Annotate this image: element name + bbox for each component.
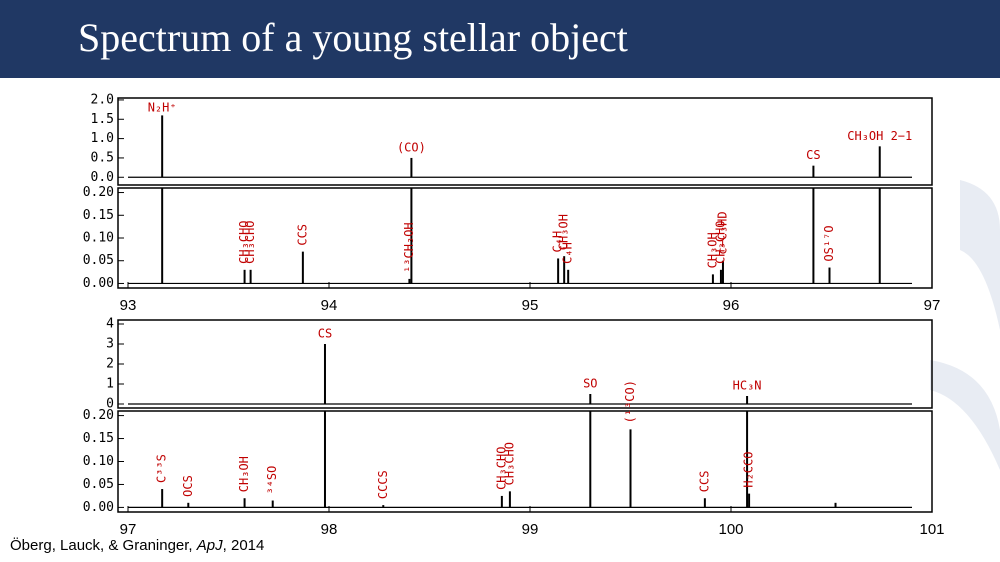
y-tick-label: 2 xyxy=(106,357,114,372)
slide-title: Spectrum of a young stellar object xyxy=(78,15,628,60)
line-label: CH₃OH xyxy=(237,456,251,492)
line-label: CCS xyxy=(697,471,711,493)
y-tick-label: 0.0 xyxy=(91,170,114,185)
line-label: (¹³CO) xyxy=(623,380,637,423)
y-tick-label: 0.10 xyxy=(83,231,114,246)
spectrum xyxy=(128,115,912,178)
line-label: (CO) xyxy=(397,140,426,154)
spectrum xyxy=(128,344,912,405)
line-label: C³³S xyxy=(155,454,169,483)
line-label: CH₃OH xyxy=(705,232,719,268)
y-tick-label: 0.20 xyxy=(83,408,114,423)
line-label: HC₃N xyxy=(733,379,762,393)
line-label: N₂H⁺ xyxy=(148,101,177,115)
x-tick-label: 100 xyxy=(718,521,743,538)
spectrum xyxy=(128,188,912,285)
line-label: CH₃CHO xyxy=(243,220,257,263)
x-tick-label: 101 xyxy=(919,521,944,538)
line-label: CH₃CHO xyxy=(502,442,516,485)
y-tick-label: 2.0 xyxy=(91,92,114,107)
x-tick-label: 97 xyxy=(120,521,137,538)
line-label: c−C₃HD xyxy=(715,211,729,254)
line-label: OS¹⁷O xyxy=(822,225,836,261)
line-label: CS xyxy=(318,327,332,341)
panel-frame xyxy=(117,97,933,186)
x-tick-label: 97 xyxy=(924,297,941,314)
spectrum xyxy=(128,411,912,509)
line-label: C₄H xyxy=(561,242,575,264)
line-label: CH₃CHO xyxy=(713,220,727,263)
y-tick-label: 1.0 xyxy=(91,131,114,146)
y-tick-label: 0.5 xyxy=(91,150,114,165)
line-label: C₄H xyxy=(551,231,565,253)
panel-frame xyxy=(117,319,933,409)
line-label: H₂CCO xyxy=(742,452,756,488)
line-label: SO xyxy=(583,377,597,391)
line-label: CH₃CHO xyxy=(494,447,508,490)
y-tick-label: 0 xyxy=(106,397,114,412)
credit: Öberg, Lauck, & Graninger, ApJ, 2014 xyxy=(10,537,264,554)
line-label: CCS xyxy=(295,224,309,246)
y-tick-label: 0.05 xyxy=(83,477,114,492)
x-tick-label: 95 xyxy=(522,297,539,314)
y-tick-label: 1.5 xyxy=(91,112,114,127)
y-tick-label: 0.10 xyxy=(83,454,114,469)
x-tick-label: 98 xyxy=(321,521,338,538)
x-tick-label: 93 xyxy=(120,297,137,314)
credit-text: Öberg, Lauck, & Graninger, xyxy=(10,537,197,554)
line-label: CH₃OH 2−1 xyxy=(847,129,912,143)
x-tick-label: 96 xyxy=(723,297,740,314)
header-bar: Spectrum of a young stellar object xyxy=(0,0,1000,78)
line-label: CCCS xyxy=(376,470,390,499)
line-label: ¹³CH₃OH xyxy=(402,222,416,273)
line-label: OCS xyxy=(181,475,195,497)
credit-text: , 2014 xyxy=(222,537,265,554)
logo-decor xyxy=(930,360,1000,470)
x-tick-label: 94 xyxy=(321,297,338,314)
y-tick-label: 0.00 xyxy=(83,500,114,515)
line-label: CH₃CHO xyxy=(237,220,251,263)
line-label: CS xyxy=(806,148,820,162)
logo-decor xyxy=(960,180,1000,330)
x-tick-label: 99 xyxy=(522,521,539,538)
y-tick-label: 0.00 xyxy=(83,276,114,291)
y-tick-label: 3 xyxy=(106,337,114,352)
y-tick-label: 0.20 xyxy=(83,185,114,200)
line-label: CH₃OH xyxy=(557,214,571,250)
y-tick-label: 1 xyxy=(106,377,114,392)
y-tick-label: 4 xyxy=(106,317,114,332)
credit-journal: ApJ xyxy=(196,537,223,554)
y-tick-label: 0.15 xyxy=(83,431,114,446)
y-tick-label: 0.15 xyxy=(83,208,114,223)
line-label: ³⁴SO xyxy=(265,466,279,495)
y-tick-label: 0.05 xyxy=(83,253,114,268)
